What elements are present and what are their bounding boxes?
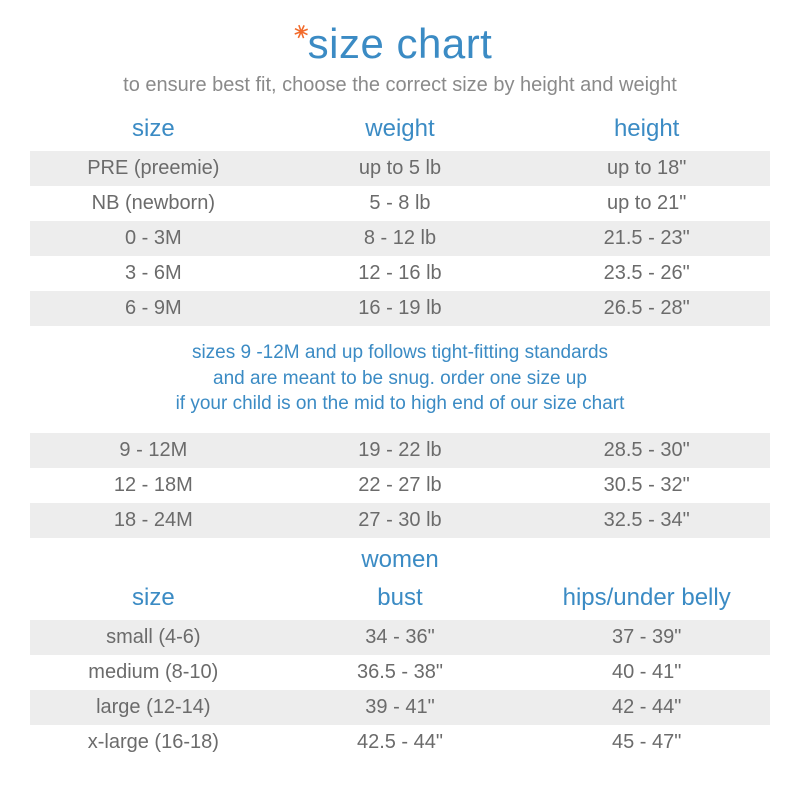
title-text: size chart <box>308 20 493 67</box>
table-row: 3 - 6M12 - 16 lb23.5 - 26" <box>30 256 770 291</box>
baby-size-table-b: 9 - 12M19 - 22 lb28.5 - 30"12 - 18M22 - … <box>30 433 770 538</box>
cell-size: small (4-6) <box>30 620 277 655</box>
table-row: NB (newborn)5 - 8 lbup to 21" <box>30 186 770 221</box>
cell-size: large (12-14) <box>30 690 277 725</box>
cell-size: x-large (16-18) <box>30 725 277 760</box>
cell-size: NB (newborn) <box>30 186 277 221</box>
note-line-1: sizes 9 -12M and up follows tight-fittin… <box>192 342 608 363</box>
cell-weight: up to 5 lb <box>277 151 524 186</box>
cell-weight: 8 - 12 lb <box>277 221 524 256</box>
col-bust: bust <box>277 578 524 620</box>
cell-bust: 34 - 36" <box>277 620 524 655</box>
cell-weight: 16 - 19 lb <box>277 291 524 326</box>
cell-weight: 19 - 22 lb <box>277 433 524 468</box>
col-height: height <box>523 109 770 151</box>
cell-height: 28.5 - 30" <box>523 433 770 468</box>
col-hips: hips/under belly <box>523 578 770 620</box>
table-row: x-large (16-18)42.5 - 44"45 - 47" <box>30 725 770 760</box>
cell-size: 0 - 3M <box>30 221 277 256</box>
women-header-row: size bust hips/under belly <box>30 578 770 620</box>
cell-height: up to 18" <box>523 151 770 186</box>
col-size: size <box>30 578 277 620</box>
table-row: 6 - 9M16 - 19 lb26.5 - 28" <box>30 291 770 326</box>
baby-size-table: size weight height PRE (preemie)up to 5 … <box>30 109 770 326</box>
baby-header-row: size weight height <box>30 109 770 151</box>
cell-weight: 12 - 16 lb <box>277 256 524 291</box>
cell-weight: 22 - 27 lb <box>277 468 524 503</box>
cell-size: 9 - 12M <box>30 433 277 468</box>
cell-height: 30.5 - 32" <box>523 468 770 503</box>
title-container: ✳ size chart <box>30 20 770 68</box>
cell-bust: 36.5 - 38" <box>277 655 524 690</box>
cell-hips: 45 - 47" <box>523 725 770 760</box>
note-line-3: if your child is on the mid to high end … <box>176 393 625 414</box>
cell-height: 26.5 - 28" <box>523 291 770 326</box>
cell-hips: 40 - 41" <box>523 655 770 690</box>
cell-height: 32.5 - 34" <box>523 503 770 538</box>
cell-size: 3 - 6M <box>30 256 277 291</box>
table-row: large (12-14)39 - 41"42 - 44" <box>30 690 770 725</box>
table-row: PRE (preemie)up to 5 lbup to 18" <box>30 151 770 186</box>
cell-bust: 39 - 41" <box>277 690 524 725</box>
table-row: small (4-6)34 - 36"37 - 39" <box>30 620 770 655</box>
table-row: 9 - 12M19 - 22 lb28.5 - 30" <box>30 433 770 468</box>
cell-height: 23.5 - 26" <box>523 256 770 291</box>
cell-size: 6 - 9M <box>30 291 277 326</box>
note-line-2: and are meant to be snug. order one size… <box>213 368 587 389</box>
cell-hips: 42 - 44" <box>523 690 770 725</box>
table-row: medium (8-10)36.5 - 38"40 - 41" <box>30 655 770 690</box>
women-section-label: women <box>30 538 770 578</box>
cell-height: up to 21" <box>523 186 770 221</box>
subtitle-text: to ensure best fit, choose the correct s… <box>30 74 770 97</box>
page-title: ✳ size chart <box>308 20 493 68</box>
cell-size: 18 - 24M <box>30 503 277 538</box>
cell-size: PRE (preemie) <box>30 151 277 186</box>
table-row: 18 - 24M27 - 30 lb32.5 - 34" <box>30 503 770 538</box>
cell-size: medium (8-10) <box>30 655 277 690</box>
cell-size: 12 - 18M <box>30 468 277 503</box>
cell-bust: 42.5 - 44" <box>277 725 524 760</box>
table-row: 0 - 3M8 - 12 lb21.5 - 23" <box>30 221 770 256</box>
women-size-table: size bust hips/under belly small (4-6)34… <box>30 578 770 760</box>
cell-weight: 27 - 30 lb <box>277 503 524 538</box>
cell-weight: 5 - 8 lb <box>277 186 524 221</box>
table-row: 12 - 18M22 - 27 lb30.5 - 32" <box>30 468 770 503</box>
sizing-note: sizes 9 -12M and up follows tight-fittin… <box>30 326 770 433</box>
cell-height: 21.5 - 23" <box>523 221 770 256</box>
col-size: size <box>30 109 277 151</box>
col-weight: weight <box>277 109 524 151</box>
cell-hips: 37 - 39" <box>523 620 770 655</box>
